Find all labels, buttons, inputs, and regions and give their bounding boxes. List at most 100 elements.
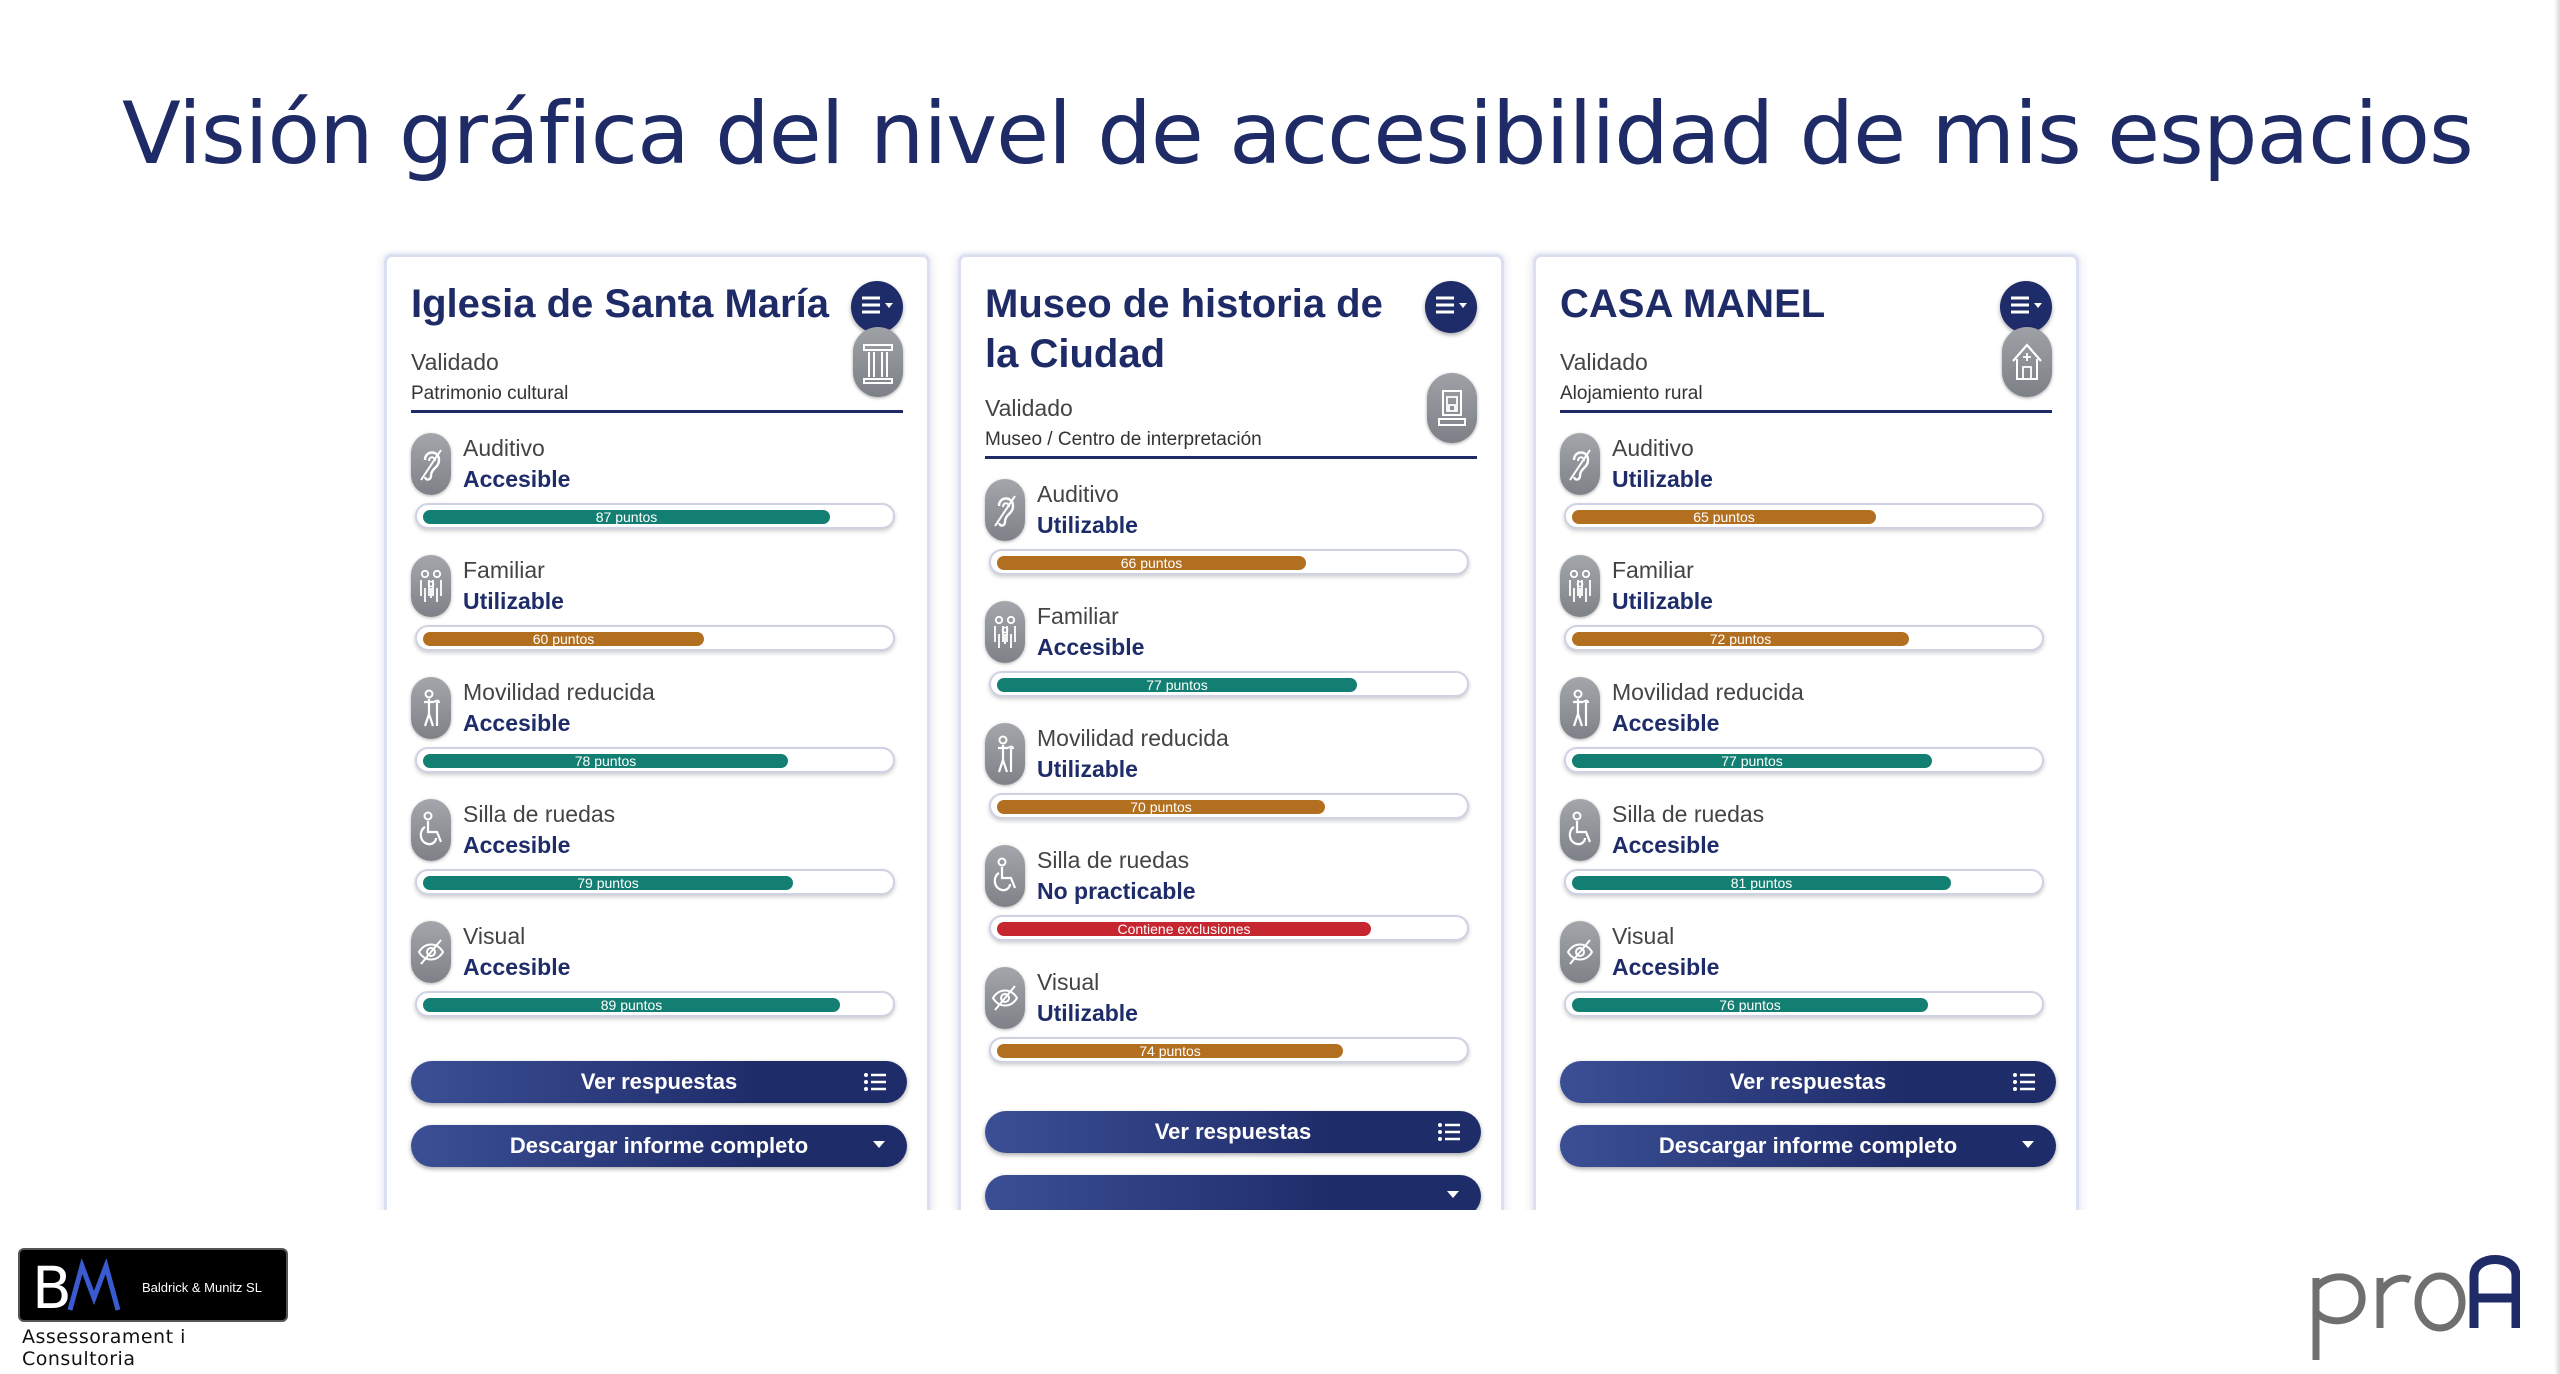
category-visual: Visual Accesible 89 puntos [411,921,903,1043]
category-name: Familiar [1037,603,1119,629]
category-level: Accesible [463,710,571,736]
category-silla-de-ruedas: Silla de ruedas Accesible 81 puntos [1560,799,2052,921]
family-icon [1560,555,1600,617]
category-level: Utilizable [1612,588,1713,614]
score-bar-fill: 76 puntos [1572,998,1928,1012]
menu-list-icon [1432,293,1470,322]
person-cane-icon [985,723,1025,785]
validation-status: Validado [1560,349,1648,375]
category-name: Visual [1612,923,1675,949]
card-menu-button[interactable] [1425,281,1477,333]
score-bar-fill: 78 puntos [423,754,788,768]
category-visual: Visual Accesible 76 puntos [1560,921,2052,1043]
category-name: Auditivo [1037,481,1119,507]
score-bar-fill: 72 puntos [1572,632,1909,646]
score-bar-fill: 81 puntos [1572,876,1951,890]
card-menu-button[interactable] [2000,281,2052,333]
list-icon [2012,1071,2036,1093]
score-bar-fill: Contiene exclusiones [997,922,1371,936]
category-familiar: Familiar Utilizable 60 puntos [411,555,903,677]
card-header: Iglesia de Santa María [411,279,903,333]
list-icon [863,1071,887,1093]
category-movilidad-reducida: Movilidad reducida Accesible 78 puntos [411,677,903,799]
cards-area: Iglesia de Santa María Validado Patrimonio… [0,250,2560,1210]
validation-block: Validado Patrimonio cultural [411,327,903,413]
company-tagline: Assessorament i Consultoria [22,1326,186,1370]
category-auditivo: Auditivo Utilizable 65 puntos [1560,433,2052,555]
download-report-button[interactable]: Descargar informe completo [411,1125,907,1167]
menu-list-icon [858,293,896,322]
score-bar: 70 puntos [989,793,1469,819]
category-level: Utilizable [1612,466,1713,492]
category-auditivo: Auditivo Accesible 87 puntos [411,433,903,555]
space-type: Alojamiento rural [1560,383,1703,404]
category-movilidad-reducida: Movilidad reducida Utilizable 70 puntos [985,723,1477,845]
bm-letters-mark: B [32,1254,121,1318]
category-name: Visual [1037,969,1100,995]
view-answers-label: Ver respuestas [1154,1119,1312,1144]
score-bar: 65 puntos [1564,503,2044,529]
category-level: Accesible [463,954,571,980]
space-card: CASA MANEL Validado Alojamiento rural Audit… [1533,254,2079,1210]
score-bar: 79 puntos [415,869,895,895]
score-bar-fill: 87 puntos [423,510,830,524]
download-report-button[interactable] [985,1175,1481,1210]
score-bar: 81 puntos [1564,869,2044,895]
space-card: Museo de historia de la Ciudad Validado Mu… [958,254,1504,1210]
download-report-label: Descargar informe completo [1658,1133,1958,1158]
museum-icon [1427,373,1477,443]
category-level: Accesible [1037,634,1145,660]
ear-icon [1560,433,1600,495]
ear-icon [985,479,1025,541]
score-bar-fill: 77 puntos [1572,754,1932,768]
category-name: Familiar [463,557,545,583]
category-visual: Visual Utilizable 74 puntos [985,967,1477,1089]
space-title: Iglesia de Santa María [411,282,829,326]
bm-letter-m [67,1257,121,1311]
category-familiar: Familiar Accesible 77 puntos [985,601,1477,723]
category-level: Accesible [1612,832,1720,858]
category-level: Accesible [1612,710,1720,736]
family-icon [411,555,451,617]
company-name: Baldrick & Munitz SL [142,1280,262,1295]
card-header: CASA MANEL [1560,279,2052,333]
person-cane-icon [411,677,451,739]
category-auditivo: Auditivo Utilizable 66 puntos [985,479,1477,601]
category-name: Silla de ruedas [463,801,616,827]
view-answers-button[interactable]: Ver respuestas [1560,1061,2056,1103]
card-header: Museo de historia de la Ciudad [985,279,1477,379]
download-report-label: Descargar informe completo [509,1133,809,1158]
slide-edge [2554,0,2560,1374]
list-icon [1437,1121,1461,1143]
view-answers-button[interactable]: Ver respuestas [411,1061,907,1103]
card-menu-button[interactable] [851,281,903,333]
download-report-button[interactable]: Descargar informe completo [1560,1125,2056,1167]
bm-logo-box: B Baldrick & Munitz SL [18,1248,288,1322]
category-movilidad-reducida: Movilidad reducida Accesible 77 puntos [1560,677,2052,799]
validation-block: Validado Alojamiento rural [1560,327,2052,413]
view-answers-button[interactable]: Ver respuestas [985,1111,1481,1153]
space-title: Museo de historia de la Ciudad [985,282,1383,376]
proa-logo [2312,1255,2520,1360]
score-bar-fill: 77 puntos [997,678,1357,692]
score-bar: 77 puntos [989,671,1469,697]
validation-status: Validado [411,349,499,375]
score-bar: 87 puntos [415,503,895,529]
view-answers-label: Ver respuestas [580,1069,738,1094]
wheelchair-icon [411,799,451,861]
wheelchair-icon [1560,799,1600,861]
category-level: No practicable [1037,878,1196,904]
score-bar-fill: 66 puntos [997,556,1306,570]
score-bar-fill: 79 puntos [423,876,793,890]
validation-block: Validado Museo / Centro de interpretación [985,373,1477,459]
chevron-down-icon [1447,1191,1459,1198]
category-name: Auditivo [1612,435,1694,461]
score-bar: 74 puntos [989,1037,1469,1063]
score-bar: 77 puntos [1564,747,2044,773]
validation-status: Validado [985,395,1073,421]
score-bar: 66 puntos [989,549,1469,575]
category-name: Silla de ruedas [1612,801,1765,827]
category-level: Accesible [1612,954,1720,980]
category-name: Visual [463,923,526,949]
category-silla-de-ruedas: Silla de ruedas No practicable Contiene ex… [985,845,1477,967]
